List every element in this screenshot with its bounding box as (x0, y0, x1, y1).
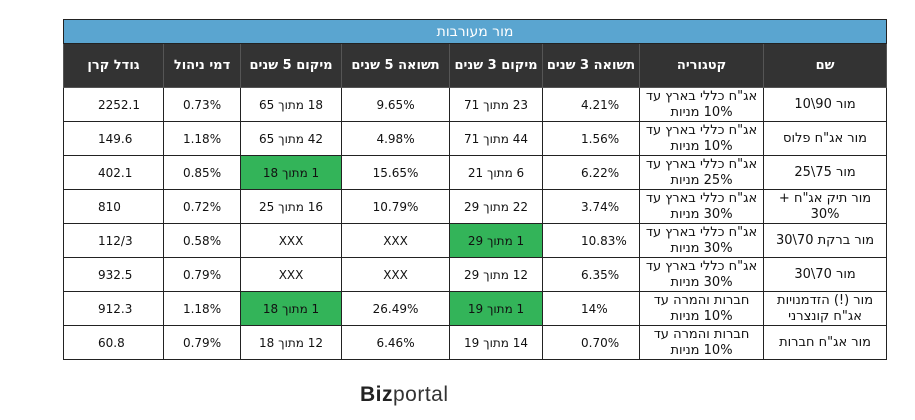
cell-return-3y: 14% (542, 291, 641, 326)
cell-category: אג"ח כללי בארץ עד 10% מניות (639, 87, 765, 122)
bizportal-logo: Bizportal (360, 383, 449, 406)
cell-name: מור (!) הזדמנויות אג"ח קונצרני (763, 291, 888, 326)
cell-fee: 0.79% (163, 257, 242, 292)
cell-rank-5y: 12 מתוך 18 (240, 325, 343, 360)
cell-name: מור אג"ח חברות (763, 325, 888, 360)
cell-rank-3y: 1 מתוך 29 (449, 223, 544, 258)
cell-return-5y: 6.46% (341, 325, 451, 360)
logo-part-1: Biz (360, 383, 393, 406)
cell-fund-size: 2252.1 (62, 87, 165, 122)
cell-category: אג"ח כללי בארץ עד 30% מניות (639, 189, 765, 224)
table-row: מור 75\25 אג"ח כללי בארץ עד 25% מניות 6.22… (62, 155, 888, 190)
cell-rank-5y: 1 מתוך 18 (240, 291, 343, 326)
cell-return-3y: 0.70% (542, 325, 641, 360)
cell-rank-3y: 44 מתוך 71 (449, 121, 544, 156)
cell-fund-size: 932.5 (62, 257, 165, 292)
header-return-3y: תשואה 3 שנים (542, 43, 641, 88)
cell-return-5y: XXX (341, 257, 451, 292)
cell-category: אג"ח כללי בארץ עד 30% מניות (639, 223, 765, 258)
cell-return-3y: 4.21% (542, 87, 641, 122)
cell-category: אג"ח כללי בארץ עד 25% מניות (639, 155, 765, 190)
cell-fee: 0.79% (163, 325, 242, 360)
cell-name: מור תיק אג"ח + 30% (763, 189, 888, 224)
cell-rank-3y: 14 מתוך 19 (449, 325, 544, 360)
table-header-row: שם קטגוריה תשואה 3 שנים מיקום 3 שנים תשו… (62, 43, 888, 88)
table-row: מור אג"ח חברות חברות והמרה עד 10% מניות 0.… (62, 325, 888, 360)
cell-return-5y: 15.65% (341, 155, 451, 190)
cell-return-5y: 9.65% (341, 87, 451, 122)
header-return-5y: תשואה 5 שנים (341, 43, 451, 88)
cell-return-5y: 10.79% (341, 189, 451, 224)
cell-name: מור 70\30 (763, 257, 888, 292)
header-name: שם (763, 43, 888, 88)
cell-return-5y: 26.49% (341, 291, 451, 326)
header-rank-5y: מיקום 5 שנים (240, 43, 343, 88)
cell-return-5y: 4.98% (341, 121, 451, 156)
cell-category: אג"ח כללי בארץ עד 30% מניות (639, 257, 765, 292)
table-row: מור 70\30 אג"ח כללי בארץ עד 30% מניות 6.35… (62, 257, 888, 292)
cell-name: מור 90\10 (763, 87, 888, 122)
cell-name: מור ברקת 70\30 (763, 223, 888, 258)
cell-fund-size: 402.1 (62, 155, 165, 190)
cell-fund-size: 149.6 (62, 121, 165, 156)
cell-rank-3y: 6 מתוך 21 (449, 155, 544, 190)
header-fund-size: גודל קרן (62, 43, 165, 88)
table-row: מור ברקת 70\30 אג"ח כללי בארץ עד 30% מניו… (62, 223, 888, 258)
cell-return-3y: 6.22% (542, 155, 641, 190)
funds-table-container: מור מעורבות שם קטגוריה תשואה 3 שנים מיקו… (62, 19, 888, 360)
table-title: מור מעורבות (62, 19, 888, 44)
cell-return-3y: 6.35% (542, 257, 641, 292)
cell-fee: 0.72% (163, 189, 242, 224)
cell-return-3y: 10.83% (542, 223, 641, 258)
cell-rank-5y: XXX (240, 223, 343, 258)
table-title-row: מור מעורבות (62, 19, 888, 44)
cell-rank-5y: 18 מתוך 65 (240, 87, 343, 122)
cell-rank-5y: 1 מתוך 18 (240, 155, 343, 190)
table-row: מור (!) הזדמנויות אג"ח קונצרני חברות והמר… (62, 291, 888, 326)
cell-rank-3y: 1 מתוך 19 (449, 291, 544, 326)
cell-category: חברות והמרה עד 10% מניות (639, 291, 765, 326)
header-category: קטגוריה (639, 43, 765, 88)
cell-rank-5y: 16 מתוך 25 (240, 189, 343, 224)
cell-fee: 0.58% (163, 223, 242, 258)
funds-table: מור מעורבות שם קטגוריה תשואה 3 שנים מיקו… (62, 19, 888, 360)
table-row: מור אג"ח פלוס אג"ח כללי בארץ עד 10% מניות… (62, 121, 888, 156)
header-rank-3y: מיקום 3 שנים (449, 43, 544, 88)
cell-fund-size: 912.3 (62, 291, 165, 326)
table-row: מור תיק אג"ח + 30% אג"ח כללי בארץ עד 30% … (62, 189, 888, 224)
cell-rank-5y: XXX (240, 257, 343, 292)
cell-fee: 0.85% (163, 155, 242, 190)
cell-fund-size: 810 (62, 189, 165, 224)
table-row: מור 90\10 אג"ח כללי בארץ עד 10% מניות 4.21… (62, 87, 888, 122)
cell-category: אג"ח כללי בארץ עד 10% מניות (639, 121, 765, 156)
cell-rank-3y: 23 מתוך 71 (449, 87, 544, 122)
cell-fee: 1.18% (163, 291, 242, 326)
cell-return-5y: XXX (341, 223, 451, 258)
table-body: מור 90\10 אג"ח כללי בארץ עד 10% מניות 4.21… (62, 87, 888, 360)
cell-rank-5y: 42 מתוך 65 (240, 121, 343, 156)
cell-category: חברות והמרה עד 10% מניות (639, 325, 765, 360)
logo-part-2: portal (393, 383, 449, 406)
cell-name: מור אג"ח פלוס (763, 121, 888, 156)
cell-fund-size: 112/3 (62, 223, 165, 258)
cell-fee: 0.73% (163, 87, 242, 122)
cell-rank-3y: 22 מתוך 29 (449, 189, 544, 224)
cell-return-3y: 1.56% (542, 121, 641, 156)
cell-name: מור 75\25 (763, 155, 888, 190)
cell-rank-3y: 12 מתוך 29 (449, 257, 544, 292)
cell-return-3y: 3.74% (542, 189, 641, 224)
cell-fund-size: 60.8 (62, 325, 165, 360)
cell-fee: 1.18% (163, 121, 242, 156)
header-fee: דמי ניהול (163, 43, 242, 88)
